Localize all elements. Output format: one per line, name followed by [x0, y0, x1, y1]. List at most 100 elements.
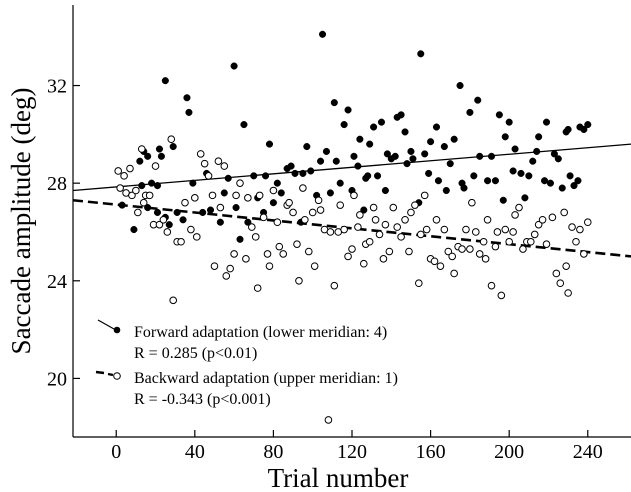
forward-point	[409, 155, 417, 163]
backward-point	[204, 172, 213, 180]
forward-point	[326, 189, 334, 197]
legend-backward-stat: R = -0.343 (p<0.001)	[134, 391, 271, 408]
forward-point	[206, 206, 215, 214]
backward-point	[330, 281, 339, 290]
backward-point	[244, 194, 252, 202]
backward-point	[177, 237, 185, 246]
backward-point	[289, 208, 297, 217]
forward-point	[230, 62, 238, 70]
backward-point	[265, 262, 274, 270]
x-tick-label: 200	[494, 441, 524, 463]
backward-point	[530, 230, 539, 239]
backward-point	[295, 276, 303, 285]
forward-point	[470, 172, 478, 180]
backward-point	[285, 198, 293, 207]
x-tick-label: 160	[416, 441, 446, 463]
backward-point	[389, 203, 398, 212]
forward-point	[370, 123, 378, 131]
legend-entry-forward: Forward adaptation (lower meridian: 4) R…	[97, 319, 387, 362]
backward-point	[420, 191, 429, 200]
backward-point	[538, 215, 547, 224]
forward-point	[269, 199, 277, 207]
backward-point	[134, 208, 142, 217]
forward-point	[220, 189, 228, 197]
forward-point	[540, 177, 549, 185]
backward-point	[562, 262, 570, 270]
forward-point	[542, 118, 551, 126]
backward-point	[564, 289, 572, 297]
backward-point	[509, 228, 517, 236]
forward-point	[381, 186, 389, 195]
backward-point	[369, 203, 378, 212]
forward-point	[165, 221, 173, 229]
backward-point	[580, 250, 588, 258]
backward-point	[310, 262, 319, 270]
forward-point	[421, 150, 429, 158]
forward-point	[401, 128, 409, 136]
backward-point	[116, 184, 124, 192]
backward-point	[444, 247, 453, 256]
forward-point	[118, 201, 126, 209]
forward-point	[521, 194, 529, 202]
backward-point	[356, 211, 364, 219]
forward-point	[344, 106, 352, 114]
forward-point	[529, 157, 537, 165]
backward-point	[273, 218, 282, 227]
forward-point	[509, 167, 517, 175]
forward-point	[336, 179, 344, 187]
forward-point	[495, 111, 503, 119]
forward-point	[356, 135, 364, 143]
forward-point	[322, 147, 331, 155]
backward-point	[359, 259, 368, 268]
forward-point	[546, 179, 554, 187]
forward-point	[554, 155, 562, 163]
backward-point	[365, 237, 374, 246]
forward-point	[354, 162, 362, 170]
forward-point	[491, 177, 499, 185]
forward-point	[377, 118, 386, 126]
legend-forward-line-sample	[97, 319, 115, 330]
backward-point	[583, 218, 592, 227]
forward-point	[232, 204, 240, 212]
forward-point	[350, 152, 358, 160]
backward-point	[159, 215, 168, 224]
forward-point	[340, 121, 348, 129]
forward-point	[403, 160, 411, 168]
backward-point	[448, 252, 457, 261]
backward-point	[556, 279, 565, 288]
backward-fit-line	[72, 198, 631, 258]
forward-point	[533, 147, 541, 155]
y-axis-label: Saccade amplitude (deg)	[6, 88, 36, 355]
backward-point	[263, 250, 272, 258]
backward-point	[314, 196, 323, 205]
forward-point	[466, 108, 474, 116]
forward-point	[558, 184, 566, 192]
forward-point	[169, 143, 177, 151]
backward-point	[479, 237, 488, 246]
backward-point	[220, 162, 229, 170]
backward-point	[519, 245, 527, 253]
backward-point	[436, 262, 445, 270]
y-tick-label: 24	[47, 271, 67, 293]
backward-point	[275, 242, 284, 251]
backward-point	[379, 255, 388, 263]
forward-point	[427, 138, 435, 146]
backward-point	[534, 220, 543, 229]
forward-point	[144, 152, 152, 160]
backward-point	[242, 255, 250, 263]
backward-point	[155, 220, 164, 229]
backward-point	[191, 194, 199, 202]
forward-point	[425, 169, 433, 177]
forward-point	[397, 111, 405, 119]
forward-point	[383, 150, 391, 158]
forward-point	[391, 152, 399, 160]
backward-point	[132, 186, 140, 195]
forward-point	[265, 140, 274, 148]
forward-point	[574, 177, 582, 185]
backward-point	[247, 223, 256, 231]
forward-point	[511, 145, 519, 153]
data-points	[114, 30, 592, 424]
forward-point	[244, 218, 252, 226]
forward-point	[434, 177, 443, 185]
